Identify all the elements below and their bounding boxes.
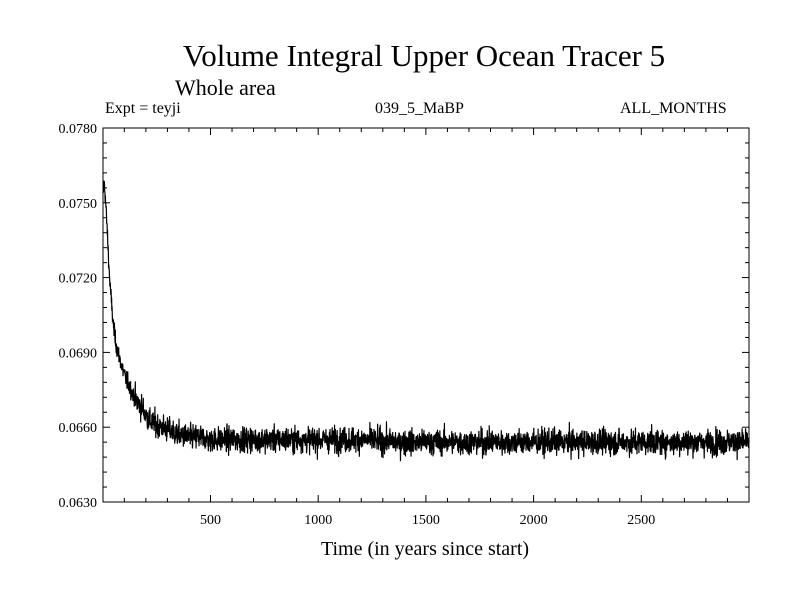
chart-title: Volume Integral Upper Ocean Tracer 5 [182,38,666,73]
series-layer [102,180,750,462]
y-tick-label: 0.0780 [59,122,98,137]
x-tick-label: 500 [200,513,221,528]
y-tick-label: 0.0750 [59,197,98,212]
x-axis-label: Time (in years since start) [320,538,530,560]
x-tick-label: 2500 [627,513,655,528]
x-tick-label: 1000 [304,513,332,528]
expt-label: Expt = teyji [105,100,181,117]
x-tick-label: 2000 [520,513,548,528]
y-tick-label: 0.0660 [59,421,98,436]
chart-subtitle: Whole area [175,75,276,100]
y-tick-label: 0.0690 [59,346,98,361]
months-label: ALL_MONTHS [620,100,727,117]
period-label: 039_5_MaBP [375,100,464,117]
y-tick-label: 0.0720 [59,272,98,287]
x-tick-label: 1500 [412,513,440,528]
y-tick-label: 0.0630 [59,496,98,511]
series-line [102,180,750,462]
axis-ticks: 500 1000 1500 2000 2500 0.0630 0.0660 0.0690 0.0… [59,122,749,528]
